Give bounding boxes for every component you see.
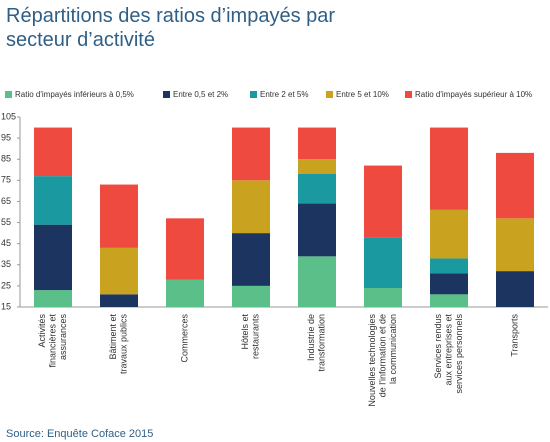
x-tick-label: de l'information et de	[377, 314, 387, 397]
bar-segment	[34, 290, 72, 307]
x-tick-label: financières et	[47, 314, 57, 368]
legend-label: Ratio d'impayés inférieurs à 0,5%	[15, 90, 134, 99]
x-tick-label: la communication	[388, 314, 398, 384]
bar-segment	[34, 176, 72, 225]
legend-swatch	[405, 91, 412, 98]
bar-segment	[100, 294, 138, 307]
bar-segment	[166, 279, 204, 307]
y-tick-label: 45	[1, 238, 11, 248]
bar-segment	[364, 288, 402, 307]
legend-swatch	[163, 91, 170, 98]
legend-label: Ratio d'impayés supérieur à 10%	[415, 90, 532, 99]
bar-segment	[34, 224, 72, 291]
bar-segment	[298, 127, 336, 160]
x-tick-label: restaurants	[251, 314, 261, 360]
bar-segment	[298, 256, 336, 307]
bar-segment	[298, 203, 336, 257]
y-tick-label: 75	[1, 175, 11, 185]
bar-segment	[232, 233, 270, 286]
bar-segment	[298, 174, 336, 204]
x-tick-label: Industrie de	[306, 314, 316, 361]
y-tick-label: 25	[1, 280, 11, 290]
legend-swatch	[326, 91, 333, 98]
x-tick-label: travaux publics	[119, 314, 129, 375]
bar-segment	[34, 127, 72, 177]
x-tick-label: aux entreprises et	[443, 314, 453, 386]
chart-title: Répartitions des ratios d’impayés par se…	[6, 5, 336, 51]
x-tick-label: Commerces	[179, 314, 189, 363]
bar-segment	[430, 258, 468, 274]
bar-segment	[100, 184, 138, 248]
x-tick-label: Bâtiment et	[108, 314, 118, 360]
bar-segment	[166, 218, 204, 280]
legend-label: Entre 0,5 et 2%	[173, 90, 228, 99]
bar-segment	[496, 218, 534, 272]
legend-swatch	[250, 91, 257, 98]
legend-swatch	[5, 91, 12, 98]
source: Source: Enquête Coface 2015	[6, 428, 153, 440]
x-tick-label: Hôtels et	[240, 314, 250, 350]
y-tick-label: 105	[1, 111, 16, 121]
x-tick-label: transformation	[317, 314, 327, 372]
y-tick-label: 15	[1, 301, 11, 311]
bar-segment	[364, 165, 402, 238]
legend-label: Entre 5 et 10%	[336, 90, 389, 99]
bar-segment	[430, 209, 468, 259]
y-tick-label: 65	[1, 196, 11, 206]
x-tick-label: services personnels	[454, 314, 464, 394]
bar-segment	[430, 294, 468, 307]
y-tick-label: 35	[1, 259, 11, 269]
bar-segment	[496, 271, 534, 307]
y-tick-label: 95	[1, 132, 11, 142]
bar-segment	[232, 285, 270, 307]
x-tick-label: Transports	[509, 314, 519, 357]
bar-segment	[496, 152, 534, 219]
x-tick-label: Services rendus	[433, 314, 443, 379]
bar-segment	[232, 180, 270, 234]
bar-segment	[430, 273, 468, 295]
bar-segment	[430, 127, 468, 210]
bar-segment	[232, 127, 270, 181]
y-tick-label: 85	[1, 154, 11, 164]
x-tick-label: Activités	[37, 314, 47, 348]
x-tick-label: assurances	[58, 314, 68, 361]
bar-segment	[364, 237, 402, 288]
legend-label: Entre 2 et 5%	[260, 90, 308, 99]
bar-segment	[100, 247, 138, 295]
bar-segment	[298, 159, 336, 174]
x-tick-label: Nouvelles technologies	[367, 314, 377, 407]
y-tick-label: 55	[1, 217, 11, 227]
